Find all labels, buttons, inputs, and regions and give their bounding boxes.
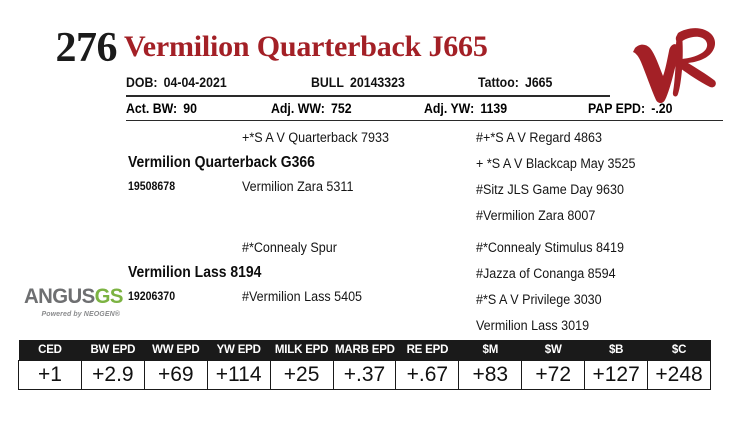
sire-grandparent-2: + *S A V Blackcap May 3525 (476, 156, 636, 171)
epd-value-ww: +69 (143, 360, 208, 390)
epd-header-ced: CED (18, 340, 82, 361)
dam-grandparent-1: #*Connealy Stimulus 8419 (476, 240, 624, 255)
angus-gs-wordmark: ANGUSGS (24, 285, 124, 308)
identity-dob: DOB: 04-04-2021 (126, 72, 227, 92)
sire-of-sire: +*S A V Quarterback 7933 (242, 130, 389, 145)
epd-header-c: $C (647, 340, 711, 361)
epd-value-milk: +25 (269, 360, 334, 390)
dam-grandparent-2: #Jazza of Conanga 8594 (476, 266, 616, 281)
sire-grandparent-3: #Sitz JLS Game Day 9630 (476, 182, 624, 197)
epd-value-ced: +1 (18, 360, 82, 390)
dam-grandparent-4: Vermilion Lass 3019 (476, 318, 590, 333)
angus-gs-word-gs: GS (94, 285, 124, 308)
measurement-pap-epd-label: PAP EPD: (588, 100, 646, 116)
lot-header: 276 Vermilion Quarterback J665 DOB: 04-04… (0, 0, 729, 128)
measurement-act-bw-label: Act. BW: (126, 100, 178, 116)
measurement-adj-yw: Adj. YW: 1139 (424, 98, 507, 118)
sire-grandparent-1: #+*S A V Regard 4863 (476, 130, 603, 145)
measurements-row: Act. BW: 90 Adj. WW: 752 Adj. YW: 1139 PAP … (126, 98, 726, 120)
identity-registration: BULL 20143323 (311, 72, 405, 92)
identity-row: DOB: 04-04-2021 BULL 20143323 Tattoo: J665 (126, 72, 609, 94)
angus-gs-word-angus: ANGUS (24, 285, 95, 308)
identity-dob-label: DOB: (126, 74, 158, 90)
epd-header-w: $W (521, 340, 585, 361)
identity-dob-value: 04-04-2021 (163, 74, 227, 90)
epd-header-row: CED BW EPD WW EPD YW EPD MILK EPD MARB E… (18, 340, 711, 361)
measurement-pap-epd-value: -.20 (651, 100, 673, 116)
dam-grandparent-3: #*S A V Privilege 3030 (476, 292, 602, 307)
epd-header-bw: BW EPD (81, 340, 145, 361)
epd-value-bw: +2.9 (80, 360, 145, 390)
epd-header-ww: WW EPD (144, 340, 208, 361)
epd-header-m: $M (458, 340, 522, 361)
identity-tattoo: Tattoo: J665 (478, 72, 552, 92)
sire-grandparent-4: #Vermilion Zara 8007 (476, 208, 596, 223)
sire-of-dam: #*Connealy Spur (242, 240, 337, 255)
measurement-adj-yw-value: 1139 (480, 100, 508, 116)
dam-name: Vermilion Lass 8194 (128, 264, 262, 281)
measurement-pap-epd: PAP EPD: -.20 (588, 98, 672, 118)
pedigree-sire-block: +*S A V Quarterback 7933 Vermilion Quart… (0, 126, 729, 230)
header-divider-bottom (126, 120, 723, 121)
epd-value-b: +127 (584, 360, 649, 390)
epd-header-yw: YW EPD (207, 340, 271, 361)
epd-value-re: +.67 (395, 360, 460, 390)
angus-gs-logo: ANGUSGS Powered by NEOGEN® (24, 286, 124, 322)
header-divider-top (126, 95, 610, 97)
measurement-act-bw-value: 90 (183, 100, 197, 116)
epd-table: CED BW EPD WW EPD YW EPD MILK EPD MARB E… (18, 340, 711, 390)
pedigree-panel: +*S A V Quarterback 7933 Vermilion Quart… (0, 126, 729, 334)
measurement-act-bw: Act. BW: 90 (126, 98, 197, 118)
dam-registration: 19206370 (128, 291, 176, 303)
epd-value-c: +248 (647, 360, 711, 390)
measurement-adj-ww-value: 752 (330, 100, 352, 116)
epd-header-re: RE EPD (395, 340, 459, 361)
sire-name: Vermilion Quarterback G366 (128, 154, 315, 171)
measurement-adj-ww-label: Adj. WW: (271, 100, 325, 116)
animal-name: Vermilion Quarterback J665 (124, 30, 488, 63)
epd-value-marb: +.37 (332, 360, 397, 390)
epd-value-yw: +114 (206, 360, 271, 390)
lot-number: 276 (55, 25, 118, 71)
identity-tattoo-value: J665 (524, 74, 553, 90)
vr-brand-monogram-icon (633, 28, 716, 103)
epd-header-b: $B (584, 340, 648, 361)
dam-of-dam: #Vermilion Lass 5405 (242, 289, 363, 304)
measurement-adj-ww: Adj. WW: 752 (271, 98, 352, 118)
epd-header-marb: MARB EPD (333, 340, 396, 361)
sire-registration: 19508678 (128, 181, 176, 193)
measurement-adj-yw-label: Adj. YW: (424, 100, 475, 116)
identity-tattoo-label: Tattoo: (478, 74, 519, 90)
angus-gs-tagline: Powered by NEOGEN® (41, 311, 120, 318)
dam-of-sire: Vermilion Zara 5311 (242, 179, 354, 194)
identity-registration-label: BULL (311, 74, 344, 90)
epd-value-m: +83 (458, 360, 523, 390)
epd-value-row: +1 +2.9 +69 +114 +25 +.37 +.67 +83 +72 +… (18, 360, 711, 390)
pedigree-dam-block: #*Connealy Spur Vermilion Lass 8194 1920… (0, 236, 729, 334)
epd-header-milk: MILK EPD (270, 340, 334, 361)
epd-value-w: +72 (521, 360, 586, 390)
identity-registration-value: 20143323 (350, 74, 405, 90)
